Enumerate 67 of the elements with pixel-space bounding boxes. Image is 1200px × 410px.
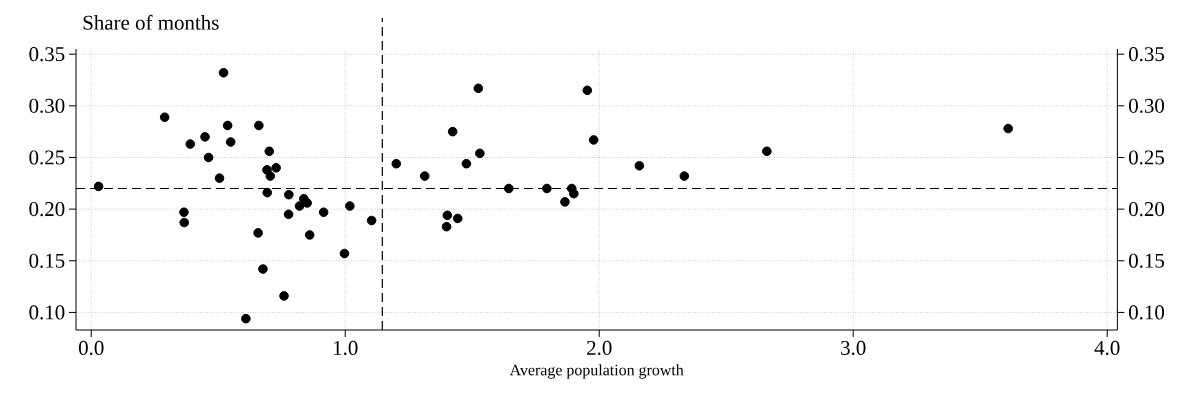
y-tick-label: 0.25: [29, 150, 65, 165]
point: [253, 228, 263, 238]
point: [447, 126, 458, 137]
point: [588, 135, 599, 145]
point: [679, 171, 690, 181]
y2-tick-label: 0.25: [1129, 150, 1165, 165]
y-axis-title: Share of months: [83, 14, 219, 30]
point: [391, 158, 402, 169]
point: [185, 139, 196, 149]
point: [582, 85, 593, 96]
point: [504, 183, 514, 194]
point: [542, 183, 552, 194]
y2-tick-label: 0.10: [1129, 305, 1165, 320]
point: [214, 173, 225, 183]
point: [222, 120, 233, 131]
point: [179, 207, 189, 218]
point: [441, 221, 452, 232]
point: [339, 248, 350, 259]
x-axis-title: Average population growth: [509, 364, 684, 379]
point: [93, 181, 104, 192]
point: [475, 148, 485, 159]
point: [264, 146, 275, 157]
y-tick-label: 0.15: [29, 253, 65, 268]
point: [241, 313, 251, 324]
point: [225, 137, 236, 147]
point: [179, 217, 189, 228]
point: [473, 83, 484, 94]
y2-tick-label: 0.15: [1129, 253, 1165, 268]
point: [318, 207, 329, 218]
y-tick-label: 0.30: [29, 98, 65, 113]
point: [762, 146, 772, 157]
point: [283, 209, 294, 220]
point: [262, 187, 273, 198]
point: [452, 213, 463, 224]
point: [461, 158, 472, 169]
x-tick-label: 3.0: [841, 340, 866, 356]
y2-tick-label: 0.30: [1129, 98, 1165, 113]
y2-tick-label: 0.35: [1129, 47, 1165, 62]
point: [302, 198, 312, 208]
point: [634, 160, 645, 171]
x-tick-label: 4.0: [1094, 340, 1120, 356]
x-tick-label: 0.0: [78, 340, 104, 356]
point: [258, 264, 268, 274]
point: [159, 112, 170, 122]
y2-tick-label: 0.20: [1129, 202, 1165, 217]
point: [279, 291, 289, 301]
point: [366, 215, 377, 226]
point: [254, 120, 264, 131]
point: [1003, 123, 1013, 134]
point: [569, 188, 579, 199]
point: [265, 171, 276, 181]
y-tick-label: 0.20: [29, 202, 65, 217]
point: [442, 210, 453, 221]
point: [200, 132, 210, 142]
x-tick-label: 1.0: [334, 340, 358, 356]
point: [218, 67, 229, 78]
x-tick-label: 2.0: [587, 340, 612, 356]
point: [294, 201, 305, 211]
point: [271, 163, 281, 173]
point: [284, 189, 294, 200]
y-tick-label: 0.10: [29, 305, 65, 320]
point: [345, 201, 355, 211]
point: [203, 152, 214, 163]
point: [304, 230, 315, 240]
point: [419, 171, 430, 181]
y-tick-label: 0.35: [29, 47, 65, 62]
point: [560, 197, 570, 207]
